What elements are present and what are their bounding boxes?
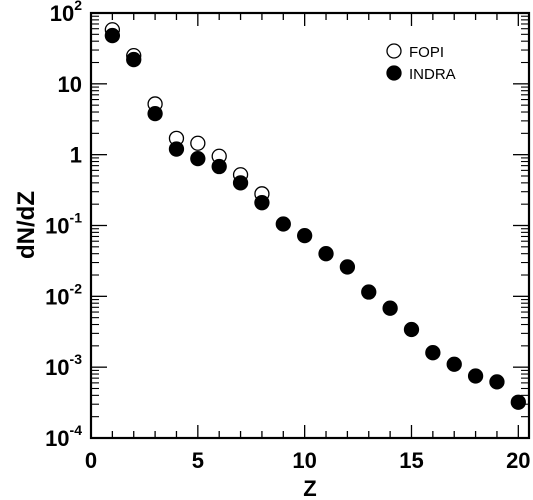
indra-point xyxy=(232,175,249,191)
indra-point xyxy=(254,195,270,211)
indra-point xyxy=(147,105,163,122)
legend-label-fopi: FOPI xyxy=(409,44,444,61)
indra-point xyxy=(168,141,185,157)
indra-point xyxy=(467,368,484,384)
y-tick-label: 1 xyxy=(70,143,82,168)
indra-point xyxy=(425,345,441,361)
legend-label-indra: INDRA xyxy=(409,66,456,83)
x-tick-label: 20 xyxy=(506,448,530,473)
indra-point xyxy=(211,158,227,175)
indra-point xyxy=(489,374,505,390)
indra-point xyxy=(403,321,420,338)
data-points xyxy=(104,22,526,410)
y-tick-label: 10 xyxy=(58,72,82,97)
legend: FOPI INDRA xyxy=(386,43,456,83)
indra-point xyxy=(382,300,398,316)
indra-point xyxy=(297,227,313,244)
fopi-point xyxy=(190,135,206,151)
y-tick-label: 10-4 xyxy=(45,422,82,451)
axis-ticks xyxy=(90,12,529,439)
indra-point xyxy=(510,394,526,410)
tick-labels: 0 5 10 15 20 102 10 1 10-1 10-2 10-3 10-4 xyxy=(45,0,530,473)
indra-point xyxy=(104,27,121,44)
indra-point xyxy=(126,51,142,68)
x-tick-label: 15 xyxy=(399,448,423,473)
indra-point xyxy=(361,284,377,300)
legend-marker-fopi xyxy=(386,43,402,59)
y-tick-label: 10-1 xyxy=(45,210,82,239)
y-axis-label: dN/dZ xyxy=(13,191,40,259)
indra-point xyxy=(190,150,206,167)
indra-point xyxy=(275,216,291,232)
indra-point xyxy=(318,246,334,262)
plot-frame xyxy=(89,11,531,440)
indra-point xyxy=(339,259,356,275)
x-tick-label: 0 xyxy=(85,448,97,473)
legend-marker-indra xyxy=(386,65,402,81)
x-tick-label: 5 xyxy=(192,448,204,473)
x-tick-label: 10 xyxy=(292,448,316,473)
indra-point xyxy=(446,356,462,372)
y-tick-label: 10-3 xyxy=(45,351,82,380)
y-tick-label: 10-2 xyxy=(45,280,82,309)
x-axis-label: Z xyxy=(303,476,316,500)
y-tick-label: 102 xyxy=(50,0,82,26)
